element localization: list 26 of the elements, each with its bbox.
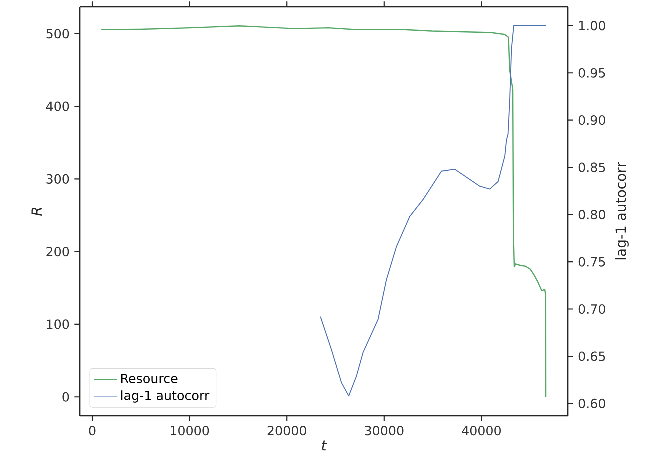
y2-tick-label: 0.65 — [578, 352, 606, 362]
y2-tick-label: 0.95 — [578, 68, 606, 78]
x-tick-label: 30000 — [365, 426, 404, 436]
y-tick-label: 500 — [46, 29, 70, 39]
y2-tick-label: 0.70 — [578, 304, 606, 314]
y2-axis-title: lag-1 autocorr — [615, 162, 629, 260]
legend-label: Resource — [122, 374, 178, 384]
x-axis-title: t — [322, 440, 328, 451]
y-tick-label: 0 — [62, 392, 70, 402]
x-tick-label: 10000 — [171, 426, 210, 436]
y2-tick-label: 1.00 — [579, 21, 606, 31]
y-axis-title: R — [32, 208, 42, 216]
y-tick-label: 100 — [47, 320, 70, 330]
x-tick-label: 40000 — [462, 426, 501, 436]
y2-tick-label: 0.90 — [578, 116, 606, 126]
y2-tick-label: 0.75 — [578, 257, 606, 267]
y-tick-label: 200 — [46, 247, 70, 257]
y2-tick-label: 0.85 — [578, 162, 606, 172]
y-tick-label: 400 — [46, 102, 70, 112]
x-tick-label: 0 — [89, 426, 96, 436]
y-tick-label: 300 — [46, 174, 70, 184]
line-series — [320, 25, 546, 397]
y2-tick-label: 0.80 — [578, 210, 606, 220]
x-tick-label: 20000 — [268, 426, 306, 436]
y2-tick-label: 0.60 — [578, 398, 606, 409]
legend-label: lag-1 autocorr — [121, 390, 210, 403]
